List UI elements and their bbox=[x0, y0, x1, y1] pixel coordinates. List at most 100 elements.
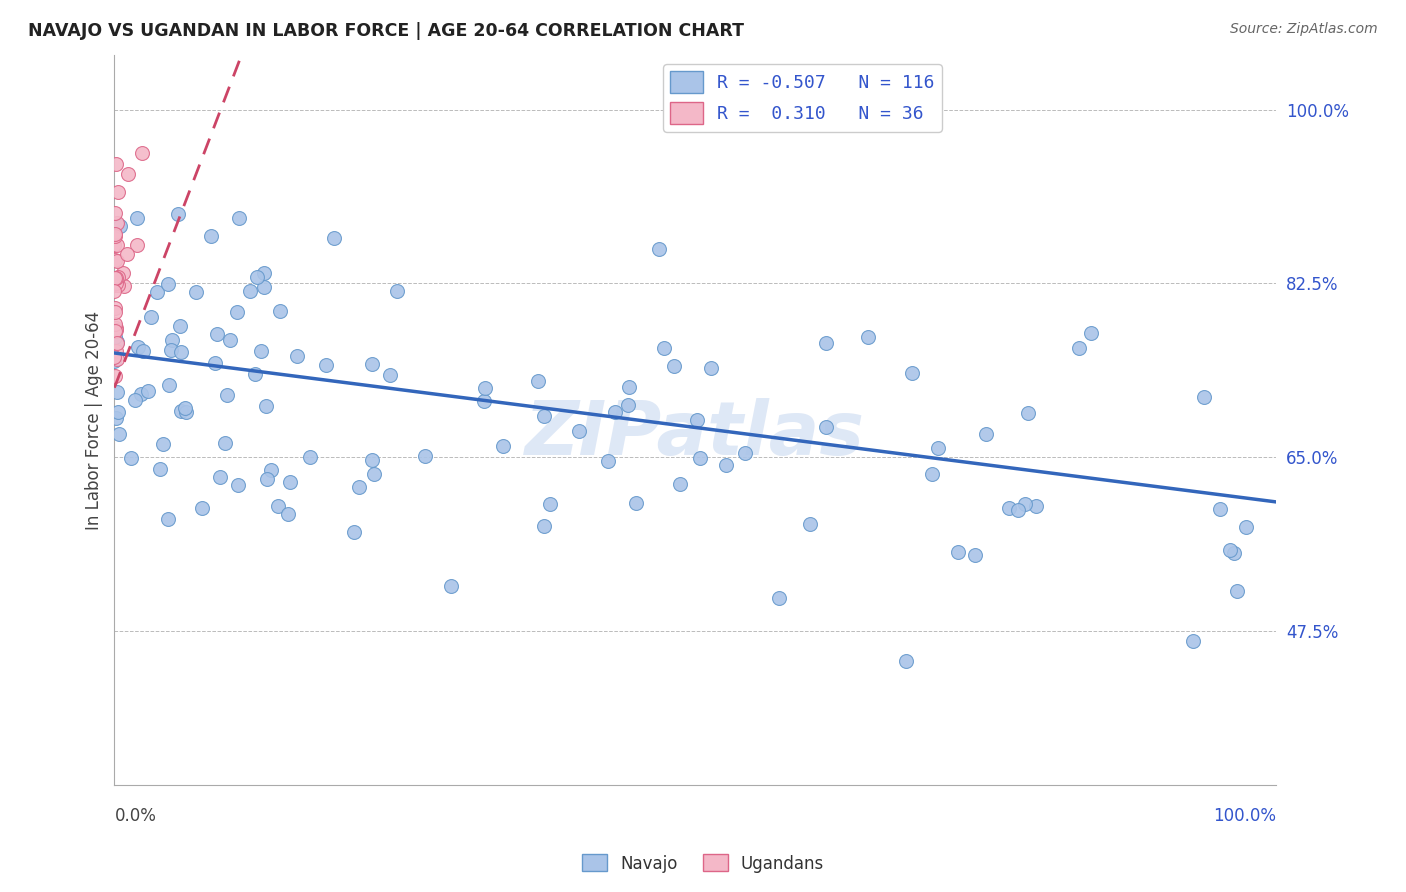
Text: ZIPatlas: ZIPatlas bbox=[526, 398, 865, 471]
Point bbox=[603, 405, 626, 419]
Point bbox=[252, 266, 274, 280]
Point bbox=[103, 284, 125, 298]
Point bbox=[1192, 390, 1215, 404]
Point bbox=[186, 285, 208, 299]
Point bbox=[145, 285, 167, 299]
Point bbox=[117, 167, 139, 181]
Text: 100.0%: 100.0% bbox=[1213, 806, 1277, 825]
Point bbox=[120, 451, 142, 466]
Point bbox=[249, 343, 271, 358]
Point bbox=[208, 469, 231, 483]
Point bbox=[1069, 342, 1091, 356]
Point bbox=[218, 334, 240, 348]
Point bbox=[413, 449, 436, 463]
Point bbox=[361, 357, 384, 371]
Point bbox=[162, 333, 184, 347]
Point bbox=[315, 358, 337, 372]
Point bbox=[1014, 497, 1036, 511]
Point bbox=[105, 321, 128, 335]
Point bbox=[104, 227, 127, 242]
Point bbox=[921, 467, 943, 481]
Text: NAVAJO VS UGANDAN IN LABOR FORCE | AGE 20-64 CORRELATION CHART: NAVAJO VS UGANDAN IN LABOR FORCE | AGE 2… bbox=[28, 22, 744, 40]
Point bbox=[347, 480, 370, 494]
Legend: R = -0.507   N = 116, R =  0.310   N = 36: R = -0.507 N = 116, R = 0.310 N = 36 bbox=[662, 64, 942, 132]
Point bbox=[105, 384, 128, 399]
Point bbox=[228, 211, 250, 226]
Point bbox=[105, 216, 128, 230]
Point bbox=[104, 301, 127, 315]
Point bbox=[103, 368, 125, 383]
Point bbox=[1223, 546, 1246, 560]
Point bbox=[104, 206, 127, 220]
Point bbox=[815, 419, 838, 434]
Point bbox=[360, 453, 382, 467]
Point bbox=[343, 524, 366, 539]
Point bbox=[131, 146, 153, 161]
Point bbox=[245, 367, 267, 381]
Point bbox=[167, 207, 190, 221]
Point bbox=[1209, 502, 1232, 516]
Point bbox=[699, 361, 721, 376]
Point bbox=[734, 446, 756, 460]
Point bbox=[246, 270, 269, 285]
Point bbox=[278, 475, 301, 489]
Point bbox=[131, 387, 153, 401]
Point bbox=[104, 275, 127, 289]
Point bbox=[207, 326, 229, 341]
Point bbox=[900, 366, 922, 380]
Point bbox=[103, 238, 125, 252]
Point bbox=[103, 304, 125, 318]
Point bbox=[260, 463, 283, 477]
Point bbox=[568, 424, 591, 438]
Point bbox=[474, 381, 496, 395]
Point bbox=[538, 497, 561, 511]
Point bbox=[267, 500, 290, 514]
Point bbox=[104, 157, 127, 171]
Point bbox=[160, 343, 183, 357]
Point bbox=[858, 329, 880, 343]
Point bbox=[112, 279, 135, 293]
Point bbox=[105, 253, 128, 268]
Point bbox=[1080, 326, 1102, 340]
Point bbox=[105, 323, 128, 337]
Point bbox=[152, 437, 174, 451]
Point bbox=[104, 324, 127, 338]
Point bbox=[157, 377, 180, 392]
Point bbox=[103, 278, 125, 293]
Point bbox=[104, 271, 127, 285]
Point bbox=[689, 451, 711, 466]
Point bbox=[107, 186, 129, 200]
Point bbox=[617, 398, 640, 412]
Point bbox=[527, 374, 550, 388]
Point bbox=[127, 340, 149, 354]
Point bbox=[107, 269, 129, 284]
Point bbox=[647, 242, 669, 256]
Point bbox=[239, 285, 262, 299]
Point bbox=[125, 211, 148, 226]
Legend: Navajo, Ugandans: Navajo, Ugandans bbox=[575, 847, 831, 880]
Point bbox=[105, 352, 128, 367]
Point bbox=[105, 237, 128, 252]
Point bbox=[533, 519, 555, 533]
Point bbox=[662, 359, 685, 374]
Point bbox=[652, 342, 675, 356]
Point bbox=[277, 507, 299, 521]
Point bbox=[1025, 499, 1047, 513]
Point bbox=[1226, 584, 1249, 599]
Y-axis label: In Labor Force | Age 20-64: In Labor Force | Age 20-64 bbox=[86, 310, 103, 530]
Point bbox=[948, 545, 970, 559]
Point bbox=[617, 380, 640, 394]
Point bbox=[169, 318, 191, 333]
Point bbox=[105, 335, 128, 350]
Point bbox=[107, 404, 129, 418]
Point bbox=[492, 439, 515, 453]
Point bbox=[115, 247, 138, 261]
Point bbox=[256, 472, 278, 486]
Point bbox=[226, 478, 249, 492]
Point bbox=[157, 512, 180, 526]
Point bbox=[669, 477, 692, 491]
Point bbox=[285, 349, 308, 363]
Point bbox=[1234, 520, 1257, 534]
Point bbox=[108, 219, 131, 233]
Point bbox=[226, 304, 249, 318]
